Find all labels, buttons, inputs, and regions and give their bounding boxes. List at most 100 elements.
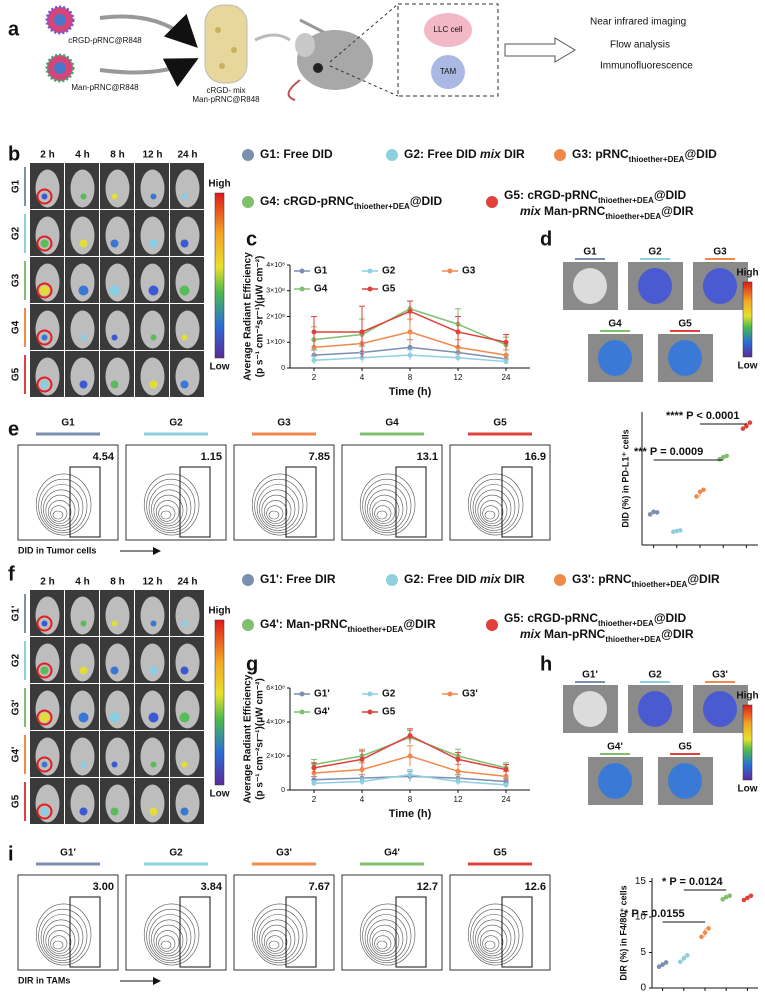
contour [268, 940, 280, 950]
time-label: 12 h [142, 150, 162, 161]
legend-text: G1' [314, 689, 330, 700]
tube-label: Man-pRNC@R848 [192, 95, 260, 104]
organ [703, 268, 737, 304]
point [407, 733, 413, 739]
contour [52, 510, 64, 520]
contour [47, 930, 72, 954]
mouse-body [105, 169, 130, 208]
stat-annotation: * P = 0.0155 [624, 908, 685, 920]
y-tick-label: 4×10⁸ [266, 262, 285, 269]
flow-title: G5 [493, 848, 507, 859]
contour [251, 473, 308, 536]
mouse-body [140, 690, 165, 729]
legend-text-part: G1': Free DIR [260, 572, 336, 586]
legend-text: G3': pRNCthioether+DEA@DIR [572, 572, 720, 588]
y-axis-label: (p s⁻¹ cm⁻²sr⁻¹)(μW cm⁻²) [255, 678, 266, 800]
gate-value: 16.9 [525, 451, 546, 463]
legend-text-part: @DIR [661, 204, 694, 218]
contour [362, 908, 412, 964]
signal [109, 285, 120, 296]
legend-text: G4 [314, 284, 328, 295]
mouse-body [175, 310, 200, 349]
point [724, 453, 729, 459]
mouse-body [105, 357, 130, 396]
gate-value: 4.54 [93, 451, 115, 463]
point [699, 934, 704, 940]
contour [482, 935, 500, 952]
point [741, 897, 747, 903]
gate [285, 466, 317, 538]
signal [150, 761, 157, 768]
point [720, 454, 726, 460]
group-label: G2 [11, 653, 22, 667]
legend-text: G5 [382, 284, 396, 295]
signal [80, 620, 87, 627]
legend-text-part: G3: pRNC [572, 147, 629, 161]
signal [110, 380, 119, 389]
point [678, 959, 683, 965]
organ [598, 340, 632, 376]
contour [477, 494, 508, 527]
panel-label: a [8, 18, 20, 40]
contour [374, 935, 392, 952]
mouse-body [70, 596, 95, 635]
x-tick-label: 4 [360, 795, 365, 804]
flow-frame [341, 874, 443, 971]
organ [573, 691, 607, 727]
signal [40, 380, 49, 389]
point [697, 489, 703, 495]
signal [78, 712, 89, 723]
time-label: 24 h [177, 150, 197, 161]
point [407, 772, 413, 778]
mouse-body [105, 643, 130, 682]
point [723, 894, 729, 900]
flow-frame [449, 444, 551, 541]
point [455, 756, 461, 762]
x-tick-label: 8 [408, 373, 413, 382]
contour [266, 935, 284, 952]
flow-title: G2 [169, 848, 183, 859]
y-tick-label: 4×10⁸ [266, 719, 285, 726]
gate [179, 466, 211, 538]
contour [364, 484, 408, 531]
legend-text-part: G4': Man-pRNC [260, 617, 348, 631]
panel-label: f [8, 563, 15, 585]
group-label: G1' [11, 606, 22, 622]
mouse-body [70, 784, 95, 823]
point [656, 964, 662, 970]
y-tick-label: 10 [635, 912, 647, 923]
mouse-body [105, 784, 130, 823]
contour [43, 489, 80, 529]
mouse-body [105, 263, 130, 302]
mouse-body [140, 310, 165, 349]
output-label: Flow analysis [610, 40, 670, 51]
panel-label: i [8, 843, 14, 865]
signal [80, 761, 87, 768]
contour [47, 500, 72, 524]
tumor-circle [36, 376, 53, 393]
group-label: G1 [11, 179, 22, 193]
colorbar-label: Low [738, 361, 758, 372]
tumor-circle [36, 235, 53, 252]
flow-frame [233, 444, 335, 541]
contour [151, 919, 188, 959]
point [407, 753, 413, 759]
signal [109, 712, 120, 723]
colorbar-label: High [208, 179, 230, 190]
signal [111, 193, 118, 200]
colorbar-label: High [208, 606, 230, 617]
point [503, 773, 509, 779]
organ-label: G4 [608, 319, 622, 330]
contour [367, 489, 404, 529]
legend-text-part: thioether+DEA [629, 155, 685, 164]
gate-value: 3.84 [201, 881, 223, 893]
point [748, 893, 754, 899]
legend-text-part: thioether+DEA [598, 619, 654, 628]
contour [359, 903, 416, 966]
legend-text-part: DIR [501, 572, 525, 586]
scheme-art [45, 3, 576, 101]
signal [148, 285, 159, 296]
legend-text-part: @DID [654, 188, 687, 202]
point [747, 420, 753, 425]
